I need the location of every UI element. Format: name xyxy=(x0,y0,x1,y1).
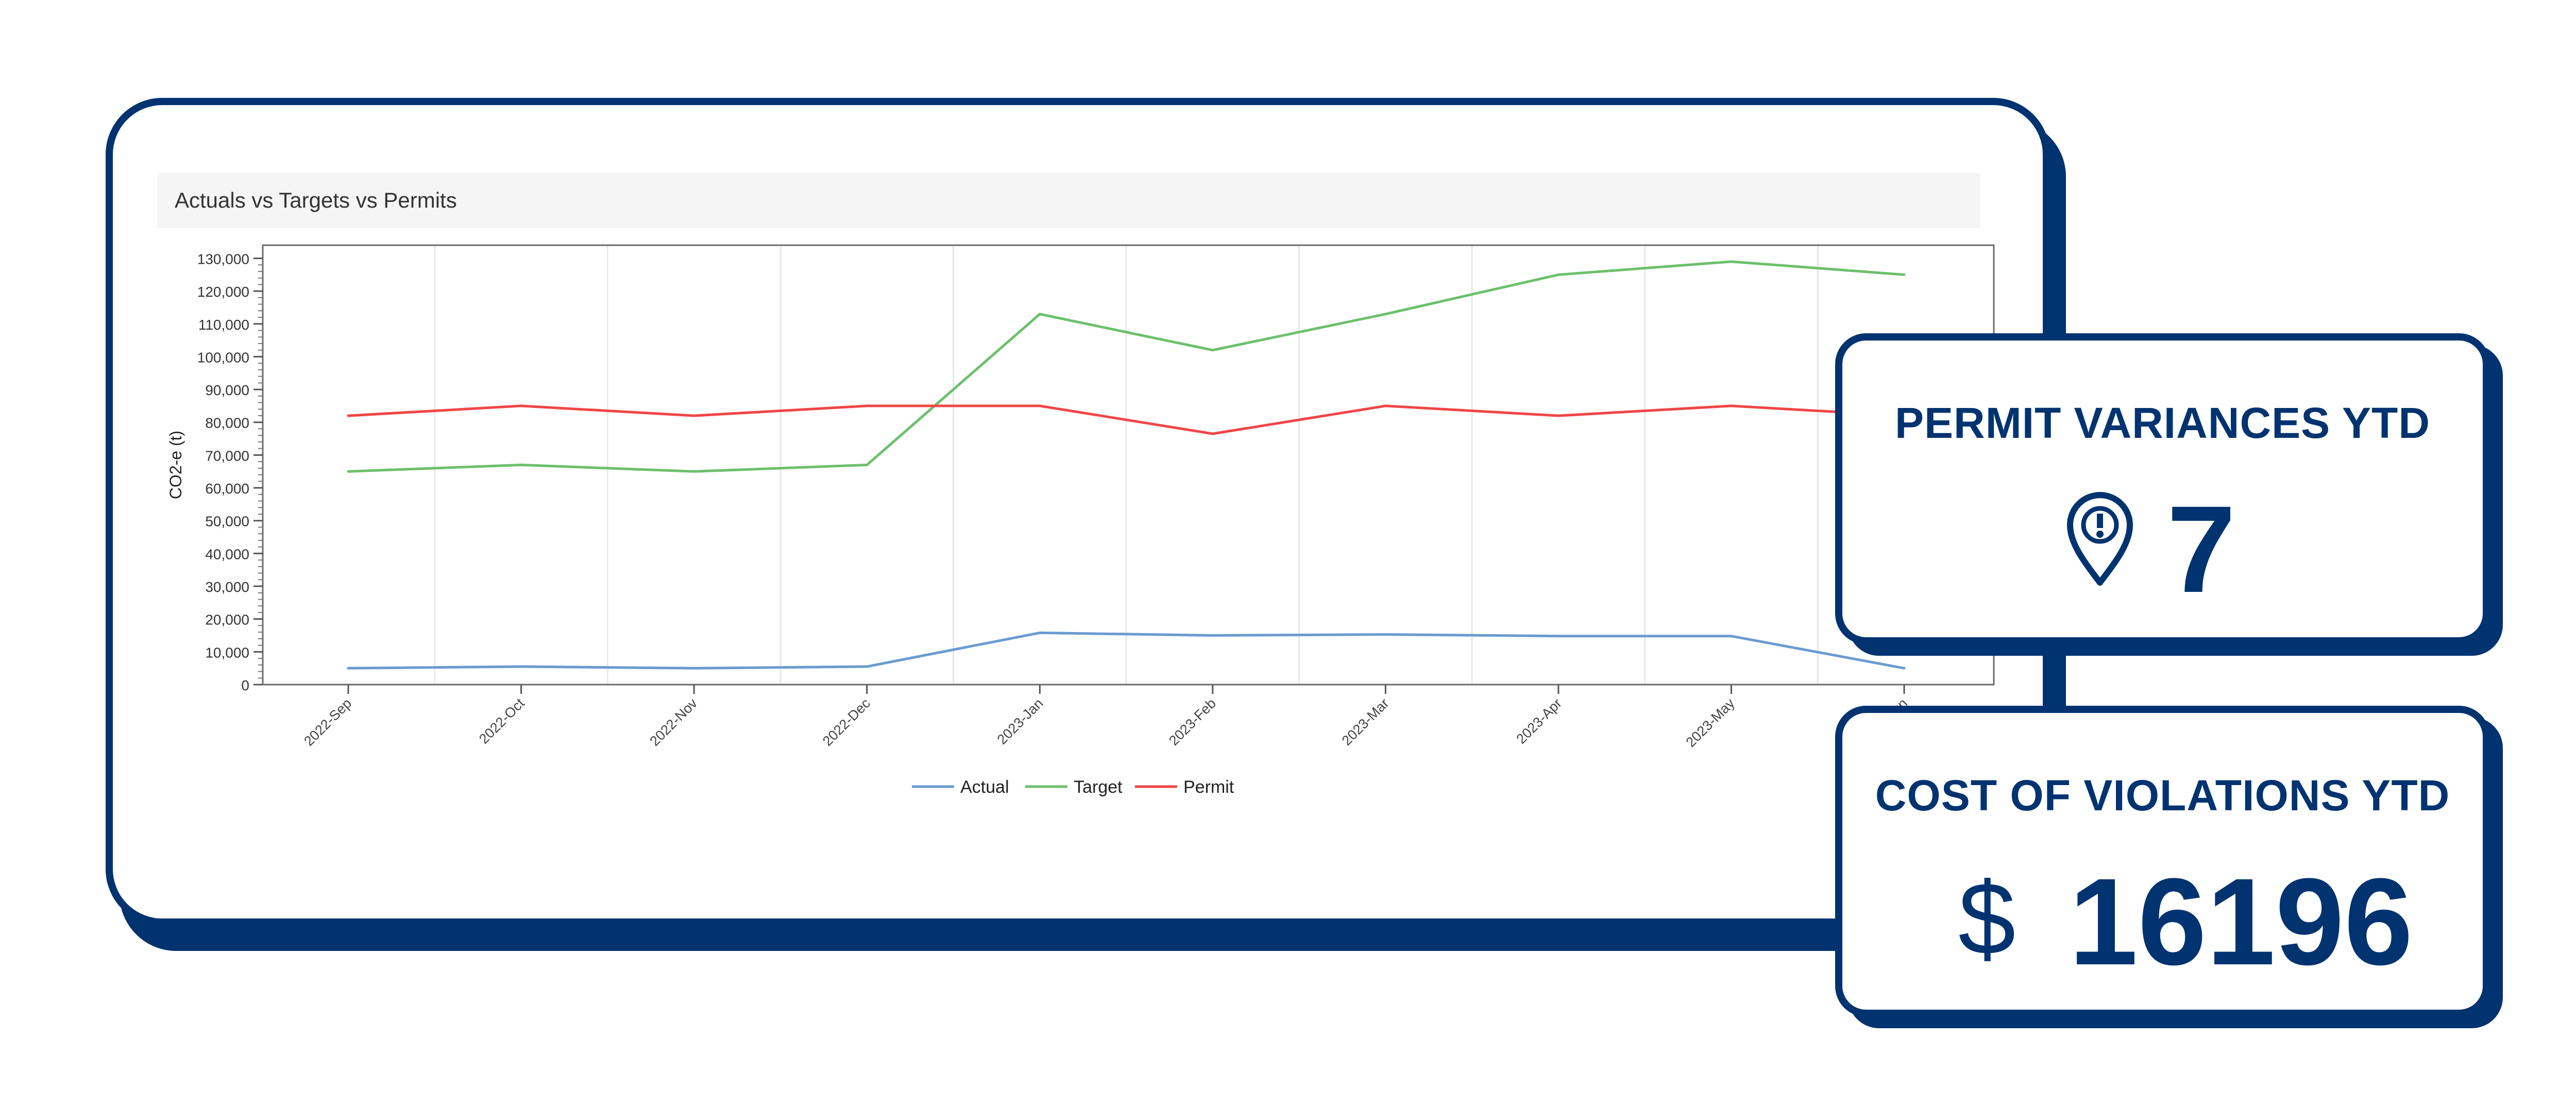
data-point-actual xyxy=(1557,635,1560,638)
legend-label-target: Target xyxy=(1074,777,1123,797)
kpi-permit-card: PERMIT VARIANCES YTD 7 xyxy=(1835,333,2490,644)
series-line-target xyxy=(348,260,1905,473)
data-point-actual xyxy=(1730,635,1733,638)
y-tick-label: 80,000 xyxy=(205,415,249,431)
y-tick-label: 40,000 xyxy=(205,546,249,562)
data-point-actual xyxy=(866,665,869,668)
x-tick-label: 2022-Oct xyxy=(476,695,528,747)
data-point-target xyxy=(866,464,869,466)
y-tick-label: 0 xyxy=(241,677,249,693)
y-tick-label: 70,000 xyxy=(205,448,249,464)
data-point-actual xyxy=(1903,667,1906,670)
data-point-permit xyxy=(520,404,523,407)
y-tick-label: 10,000 xyxy=(205,644,249,660)
x-tick-label: 2023-Jan xyxy=(994,695,1046,747)
y-tick-label: 90,000 xyxy=(205,382,249,398)
plot-frame xyxy=(262,244,1995,686)
x-tick-label: 2022-Sep xyxy=(301,695,354,749)
y-tick-label: 110,000 xyxy=(198,317,249,333)
data-point-target xyxy=(520,464,523,466)
y-tick-label: 100,000 xyxy=(197,349,249,365)
data-point-actual xyxy=(692,667,696,670)
kpi-permit-title: PERMIT VARIANCES YTD xyxy=(1895,399,2430,447)
data-point-permit xyxy=(1038,404,1041,407)
x-tick-label: 2023-Mar xyxy=(1339,695,1392,748)
data-point-target xyxy=(347,470,350,473)
y-tick-label: 30,000 xyxy=(205,579,249,595)
data-point-actual xyxy=(1384,633,1387,636)
data-point-target xyxy=(1211,349,1214,352)
location-alert-icon xyxy=(2067,492,2133,586)
data-point-permit xyxy=(347,414,350,417)
x-tick-label: 2023-May xyxy=(1683,695,1738,750)
data-point-target xyxy=(1903,273,1906,276)
series-line-permit xyxy=(348,404,1905,435)
data-point-target xyxy=(1730,260,1733,263)
dollar-icon: $ xyxy=(1958,861,2016,976)
panel-header: Actuals vs Targets vs Permits xyxy=(157,173,1980,228)
data-point-actual xyxy=(1211,634,1214,637)
data-point-permit xyxy=(866,404,869,407)
data-point-permit xyxy=(1557,414,1560,417)
data-point-target xyxy=(1384,313,1387,316)
panel-title: Actuals vs Targets vs Permits xyxy=(175,188,457,212)
data-point-target xyxy=(692,470,696,473)
x-tick-label: 2022-Nov xyxy=(647,695,700,749)
data-point-target xyxy=(1038,313,1041,316)
data-point-permit xyxy=(692,414,696,417)
series-line-actual xyxy=(348,631,1905,670)
x-tick-label: 2022-Dec xyxy=(820,695,873,749)
kpi-cost-value: 16196 xyxy=(2069,853,2413,991)
legend-label-permit: Permit xyxy=(1183,777,1234,797)
kpi-cost-card: COST OF VIOLATIONS YTD $ 16196 xyxy=(1835,706,2490,1017)
data-point-actual xyxy=(520,665,523,668)
data-point-target xyxy=(1557,273,1560,276)
y-tick-label: 120,000 xyxy=(197,284,249,300)
y-tick-label: 60,000 xyxy=(205,481,249,497)
data-point-permit xyxy=(1730,404,1733,407)
y-tick-label: 20,000 xyxy=(205,612,249,628)
y-tick-label: 130,000 xyxy=(197,251,249,267)
legend-label-actual: Actual xyxy=(960,777,1009,797)
data-point-permit xyxy=(1384,404,1387,407)
kpi-cost-title: COST OF VIOLATIONS YTD xyxy=(1875,771,2450,820)
data-point-actual xyxy=(1038,631,1041,634)
x-tick-label: 2023-Apr xyxy=(1513,695,1565,747)
kpi-permit-value: 7 xyxy=(2167,480,2236,618)
y-axis-label: CO2-e (t) xyxy=(166,431,185,499)
data-point-permit xyxy=(1211,432,1214,435)
x-tick-label: 2023-Feb xyxy=(1166,695,1219,748)
y-tick-label: 50,000 xyxy=(205,514,249,530)
data-point-actual xyxy=(347,667,350,670)
